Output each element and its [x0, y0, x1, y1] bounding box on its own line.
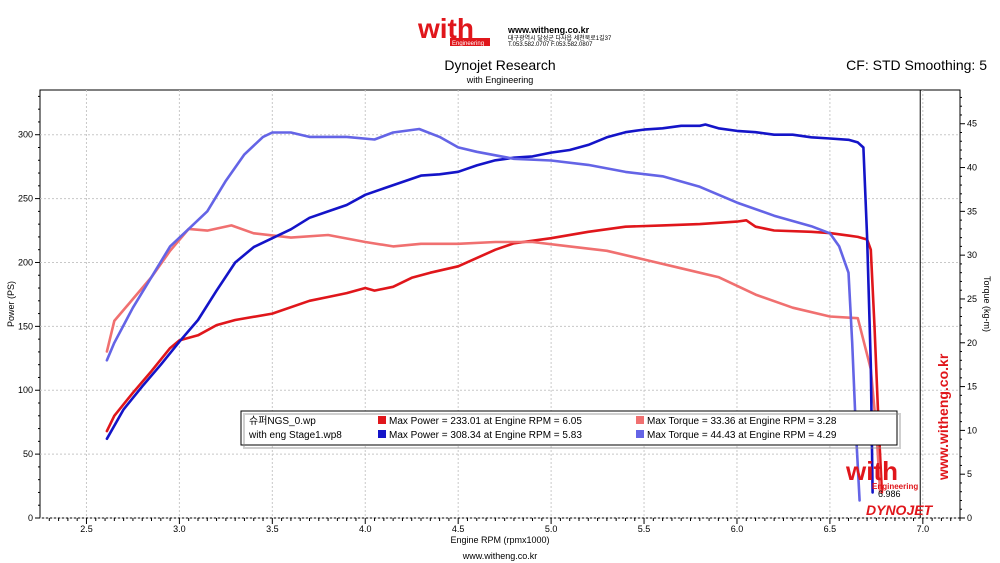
rpm-readout: 6.986 — [878, 489, 901, 499]
legend-swatch-2-torque — [636, 430, 644, 438]
legend-torque-2: Max Torque = 44.43 at Engine RPM = 4.29 — [647, 430, 837, 441]
y-tick-label: 250 — [18, 194, 33, 204]
chart-title: Dynojet Research — [444, 57, 555, 73]
legend-swatch-1-power — [378, 416, 386, 424]
x-tick-label: 2.5 — [80, 524, 93, 534]
y-tick-label: 200 — [18, 257, 33, 267]
y-tick-label: 150 — [18, 321, 33, 331]
y2-tick-label: 45 — [967, 119, 977, 129]
y2-tick-label: 0 — [967, 513, 972, 523]
y-tick-label: 100 — [18, 385, 33, 395]
logo-subtext-bar — [450, 38, 490, 46]
vertical-url-watermark: www.witheng.co.kr — [935, 353, 951, 481]
logo-address-2: T.053.582.0707 F.053.582.0807 — [508, 42, 593, 48]
x-tick-label: 5.0 — [545, 524, 558, 534]
y2-tick-label: 10 — [967, 425, 977, 435]
footer-url: www.witheng.co.kr — [462, 551, 538, 561]
x-tick-label: 6.0 — [731, 524, 744, 534]
logo-address-1: 대구광역시 달성군 다사읍 세천북로1길37 — [508, 34, 612, 42]
series-line-1-power — [105, 219, 884, 494]
legend: 슈퍼NGS_0.wp Max Power = 233.01 at Engine … — [240, 410, 901, 449]
logo-url: www.witheng.co.kr — [507, 25, 590, 35]
legend-power-2: Max Power = 308.34 at Engine RPM = 5.83 — [389, 430, 582, 441]
legend-shadow — [243, 413, 901, 449]
y2-tick-label: 40 — [967, 163, 977, 173]
legend-swatch-2-power — [378, 430, 386, 438]
legend-box — [240, 410, 898, 446]
plot-area — [39, 89, 961, 519]
y-tick-label: 50 — [23, 449, 33, 459]
y2-tick-label: 35 — [967, 206, 977, 216]
with-watermark-logo: with Engineering — [845, 456, 918, 491]
x-tick-label: 3.5 — [266, 524, 279, 534]
y2-axis-title: Torque (kg-m) — [982, 276, 992, 332]
y2-tick-label: 15 — [967, 382, 977, 392]
y2-tick-label: 25 — [967, 294, 977, 304]
y-tick-label: 0 — [28, 513, 33, 523]
series-line-3-power — [105, 123, 874, 494]
y-axis-left: 0 50 100 150 200 250 300 — [18, 95, 40, 523]
y-axis-right: 0 5 10 15 20 25 30 35 40 45 — [960, 96, 977, 523]
y-tick-label: 300 — [18, 130, 33, 140]
legend-torque-1: Max Torque = 33.36 at Engine RPM = 3.28 — [647, 416, 837, 427]
x-tick-label: 5.5 — [638, 524, 651, 534]
watermark-with-text: with — [845, 456, 898, 486]
watermark-engineering-text: Engineering — [872, 482, 918, 491]
x-tick-label: 3.0 — [173, 524, 186, 534]
legend-power-1: Max Power = 233.01 at Engine RPM = 6.05 — [389, 416, 582, 427]
cf-smoothing-label: CF: STD Smoothing: 5 — [846, 57, 987, 73]
x-tick-label: 4.5 — [452, 524, 465, 534]
series-layer — [105, 123, 884, 502]
with-logo-subtext: Engineering — [452, 41, 484, 47]
dynojet-logo: DYNOJET — [866, 502, 934, 518]
y2-tick-label: 5 — [967, 469, 972, 479]
x-tick-label: 4.0 — [359, 524, 372, 534]
y-axis-title: Power (PS) — [6, 281, 16, 327]
x-tick-label: 6.5 — [824, 524, 837, 534]
y2-tick-label: 20 — [967, 338, 977, 348]
series-line-4-torque — [105, 127, 861, 502]
legend-swatch-1-torque — [636, 416, 644, 424]
x-axis-title: Engine RPM (rpmx1000) — [450, 535, 549, 545]
x-tick-label: 7.0 — [917, 524, 930, 534]
chart-subtitle: with Engineering — [466, 75, 534, 85]
y2-tick-label: 30 — [967, 250, 977, 260]
legend-file-1: 슈퍼NGS_0.wp — [249, 415, 316, 427]
x-axis: 2.5 3.0 3.5 4.0 4.5 5.0 5.5 6.0 6.5 7.0 — [48, 518, 961, 534]
legend-file-2: with eng Stage1.wp8 — [248, 430, 342, 441]
with-logo: with Engineering www.witheng.co.kr 대구광역시… — [417, 13, 612, 48]
